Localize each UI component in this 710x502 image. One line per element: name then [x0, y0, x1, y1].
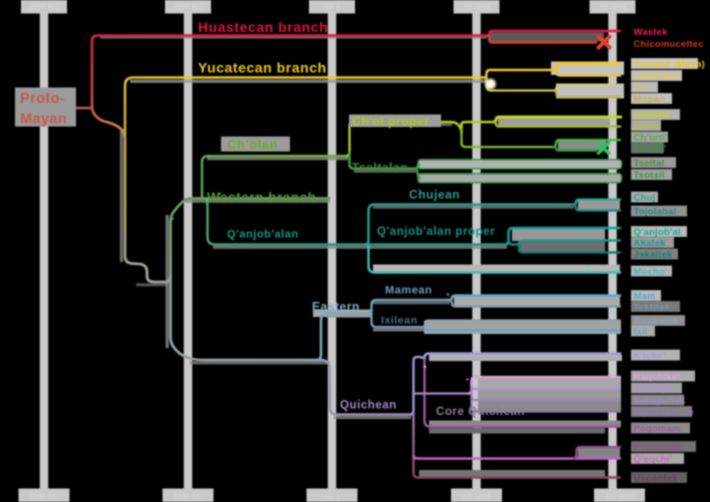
svg-text:Jakaltek: Jakaltek [634, 250, 674, 261]
svg-text:K'iche': K'iche' [634, 351, 666, 362]
svg-text:Chicomuceltec: Chicomuceltec [634, 39, 704, 50]
svg-text:Ch'olti': Ch'olti' [634, 144, 667, 155]
svg-text:1000 BC: 1000 BC [174, 494, 202, 501]
svg-text:Mam: Mam [634, 291, 656, 302]
svg-text:Tseltal: Tseltal [634, 158, 665, 169]
svg-text:Q'anjob'alan: Q'anjob'alan [227, 229, 299, 241]
svg-text:Tsotsil: Tsotsil [634, 170, 665, 181]
svg-text:Awakatek: Awakatek [634, 316, 680, 327]
svg-text:Poqomchi': Poqomchi' [634, 442, 684, 453]
svg-text:Q'anjob'alan proper: Q'anjob'alan proper [377, 226, 495, 238]
svg-text:Core Quichean: Core Quichean [436, 406, 525, 418]
svg-text:Tz'utujil: Tz'utujil [634, 384, 671, 395]
svg-text:Ch'orti': Ch'orti' [634, 133, 668, 144]
svg-text:Yucatecan branch: Yucatecan branch [198, 60, 327, 76]
svg-text:Wastek: Wastek [634, 27, 669, 38]
svg-text:Ixilean: Ixilean [381, 315, 418, 327]
svg-text:Tektitek: Tektitek [634, 302, 671, 313]
svg-text:Poqomam: Poqomam [634, 424, 681, 435]
svg-text:Ch'ol: Ch'ol [634, 121, 658, 132]
svg-text:Itza': Itza' [634, 83, 653, 94]
svg-text:Q'anjob'al: Q'anjob'al [634, 227, 681, 238]
svg-text:AD 1: AD 1 [324, 5, 340, 12]
svg-text:AD 1: AD 1 [324, 494, 340, 501]
svg-text:Tseltalan: Tseltalan [352, 160, 408, 174]
svg-text:Huastecan branch: Huastecan branch [198, 19, 328, 35]
svg-text:Sipakapense: Sipakapense [634, 407, 694, 418]
svg-text:Chujean: Chujean [409, 188, 460, 202]
svg-text:Akatek: Akatek [634, 238, 667, 249]
svg-text:Ch'ol proper: Ch'ol proper [352, 114, 429, 128]
svg-text:Ixil: Ixil [634, 327, 648, 338]
svg-text:Eastern: Eastern [312, 300, 360, 314]
svg-text:AD 1000: AD 1000 [463, 494, 491, 501]
svg-text:Ch'olan: Ch'olan [227, 137, 278, 152]
svg-text:Lacandon: Lacandon [634, 71, 680, 82]
svg-text:Yucatec (Maya): Yucatec (Maya) [634, 59, 705, 70]
svg-text:Mamean: Mamean [385, 285, 432, 297]
svg-text:AD 1000: AD 1000 [463, 5, 491, 12]
svg-text:AD 2000: AD 2000 [599, 5, 627, 12]
svg-text:Chuj: Chuj [634, 193, 656, 204]
svg-text:AD 2000: AD 2000 [606, 494, 634, 501]
svg-text:Tojolabal: Tojolabal [634, 207, 677, 218]
svg-text:2000 BC: 2000 BC [30, 5, 58, 12]
svg-text:Mayan: Mayan [20, 112, 67, 128]
svg-text:Mopan: Mopan [634, 94, 666, 105]
svg-text:Kaqchikel: Kaqchikel [634, 372, 681, 383]
svg-text:1000 BC: 1000 BC [174, 5, 202, 12]
svg-text:Western branch: Western branch [207, 190, 316, 205]
svg-text:Sakapultek: Sakapultek [634, 396, 687, 407]
svg-text:Uspantek: Uspantek [634, 473, 679, 484]
svg-text:Proto-: Proto- [20, 91, 65, 107]
svg-text:Q'eqchi': Q'eqchi' [634, 454, 672, 465]
svg-text:Quichean: Quichean [340, 400, 397, 412]
svg-text:Chontal: Chontal [634, 110, 671, 121]
svg-text:Mocho': Mocho' [634, 267, 668, 278]
svg-text:2000 BC: 2000 BC [30, 494, 58, 501]
